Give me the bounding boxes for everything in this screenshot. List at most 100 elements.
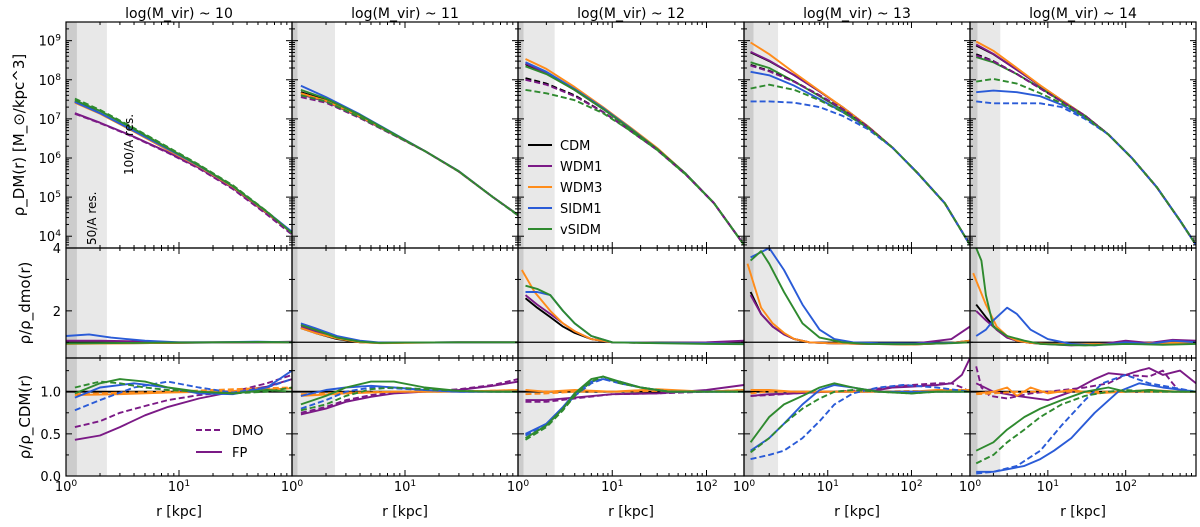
panel-3-density <box>525 58 744 246</box>
legend-label: SIDM1 <box>560 202 602 217</box>
line-sidm1-solid <box>750 70 970 246</box>
y-tick-label: 1.0 <box>40 386 61 401</box>
x-tick-label: 101 <box>394 479 416 495</box>
res-label-100: 100/A res. <box>122 114 136 175</box>
line-vsidm-solid <box>525 284 744 346</box>
line-sidm1-solid <box>976 89 1196 246</box>
line-sidm1-dashed <box>750 384 970 461</box>
x-tick-label: 100 <box>959 479 982 495</box>
line-wdm1-solid <box>975 43 1196 246</box>
legend-styles: DMO FP <box>196 424 263 461</box>
panel-3-dmo_ratio <box>521 269 744 346</box>
line-sidm1-solid <box>975 306 1196 347</box>
column-title: log(M_vir) ~ 10 <box>125 6 233 22</box>
line-wdm1-dashed <box>74 112 292 236</box>
panel-4-dmo_ratio <box>746 248 970 346</box>
line-wdm1-dashed <box>750 64 970 246</box>
column-title: log(M_vir) ~ 12 <box>577 6 685 22</box>
line-wdm3-solid <box>750 389 970 393</box>
line-vsidm-solid <box>66 341 292 345</box>
y-tick-label: 107 <box>39 112 62 128</box>
x-axis-label: r [kpc] <box>156 504 202 520</box>
line-wdm3-solid <box>525 58 744 246</box>
y-tick-label: 0.0 <box>40 470 61 485</box>
line-sidm1-solid <box>525 378 744 435</box>
x-tick-label: 100 <box>55 479 78 495</box>
legend-label: CDM <box>560 139 590 154</box>
line-wdm1-solid <box>525 62 744 246</box>
line-sidm1-dashed <box>525 378 744 437</box>
panel-frame <box>969 21 1197 249</box>
line-sidm1-solid <box>74 101 292 233</box>
line-vsidm-solid <box>975 248 1196 347</box>
line-sidm1-dashed <box>74 378 292 412</box>
panel-5-cdm_ratio <box>970 366 1196 475</box>
x-tick-label: 101 <box>817 479 839 495</box>
x-tick-label: 100 <box>733 479 756 495</box>
line-wdm1-solid <box>749 294 970 345</box>
panel-2-cdm_ratio <box>292 378 518 416</box>
res-band-100 <box>977 22 1001 476</box>
line-vsidm-solid <box>300 324 518 344</box>
res-band-50 <box>292 22 298 476</box>
y-tick-label: 105 <box>39 190 61 206</box>
line-vsidm-dashed <box>525 375 744 441</box>
y-tick-label: 104 <box>39 229 62 245</box>
panel-4-density <box>750 41 970 246</box>
panel-frame <box>969 357 1197 477</box>
line-wdm1-solid <box>975 310 1196 347</box>
x-axis-label: r [kpc] <box>834 504 880 520</box>
line-vsidm-dashed <box>976 77 1196 246</box>
y-axis-label: ρ/ρ_dmo(r) <box>16 262 35 345</box>
line-vsidm-solid <box>525 65 744 246</box>
line-cdm-solid <box>525 63 744 246</box>
line-wdm1-dashed <box>525 78 744 246</box>
line-cdm-solid <box>975 44 1196 246</box>
line-cdm-dashed <box>975 53 1196 246</box>
column-title: log(M_vir) ~ 13 <box>803 6 911 22</box>
panel-3-cdm_ratio <box>518 375 744 441</box>
x-tick-label: 102 <box>695 479 717 495</box>
line-vsidm-dashed <box>300 386 518 412</box>
x-tick-label: 101 <box>1037 479 1059 495</box>
line-wdm1-dashed <box>975 366 1196 400</box>
line-wdm3-solid <box>521 269 744 345</box>
res-label-50: 50/A res. <box>85 192 99 245</box>
line-vsidm-solid <box>975 386 1196 452</box>
line-vsidm-solid <box>749 250 970 346</box>
line-wdm1-solid <box>525 384 744 402</box>
legend-label: DMO <box>232 424 263 439</box>
panel-1-cdm_ratio <box>66 369 292 441</box>
x-tick-label: 102 <box>900 479 922 495</box>
line-sidm1-dashed <box>976 100 1196 246</box>
x-tick-label: 102 <box>1115 479 1137 495</box>
line-wdm1-dashed <box>74 373 292 429</box>
res-band-50 <box>744 22 754 476</box>
line-cdm-solid <box>749 291 970 346</box>
line-wdm3-dashed <box>300 389 518 396</box>
y-tick-label: 109 <box>39 34 62 50</box>
line-vsidm-dashed <box>74 380 292 395</box>
legend-label: WDM1 <box>560 160 602 175</box>
panel-5-dmo_ratio <box>972 248 1196 347</box>
x-axis-label: r [kpc] <box>382 504 428 520</box>
y-tick-label: 2 <box>53 305 61 320</box>
x-tick-label: 101 <box>168 479 190 495</box>
line-vsidm-dashed <box>525 88 744 246</box>
x-tick-label: 100 <box>281 479 304 495</box>
y-tick-label: 108 <box>39 73 62 89</box>
res-band-100 <box>76 22 107 476</box>
line-sidm1-solid <box>525 61 744 246</box>
line-vsidm-dashed <box>74 97 292 234</box>
x-tick-label: 101 <box>601 479 623 495</box>
legend-models: CDM WDM1 WDM3 SIDM1 vSIDM <box>528 139 602 238</box>
line-vsidm-solid <box>750 61 970 246</box>
line-sidm1-solid <box>750 248 970 345</box>
legend-label: vSIDM <box>560 223 601 238</box>
line-sidm1-dashed <box>750 100 970 246</box>
line-cdm-dashed <box>750 63 970 246</box>
x-axis-label: r [kpc] <box>1060 504 1106 520</box>
resolution-bands <box>66 22 1001 476</box>
